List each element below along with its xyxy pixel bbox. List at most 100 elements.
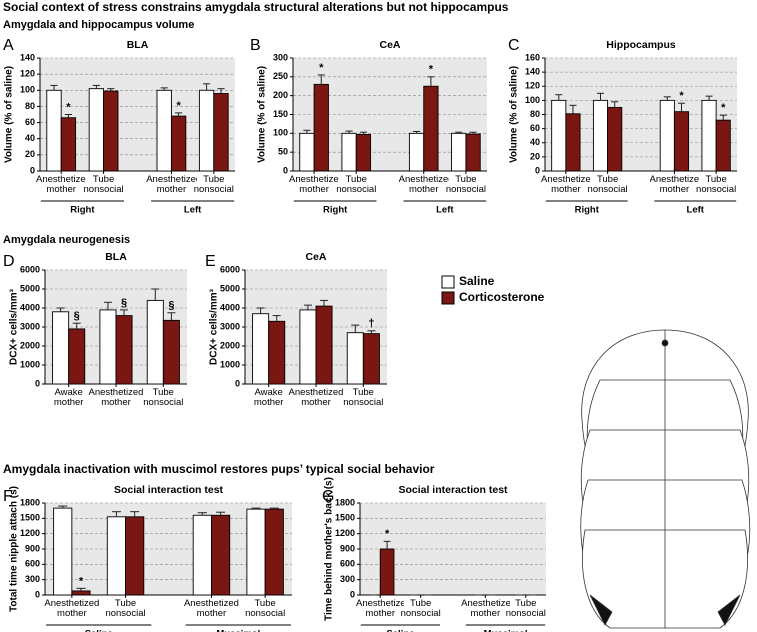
x-tick-label: Anesthetized mother (146, 175, 197, 195)
bar (115, 315, 133, 385)
y-tick-label: 3000 (220, 321, 240, 331)
bar (299, 132, 315, 172)
bar (315, 305, 333, 385)
legend-label: Saline (459, 274, 495, 288)
bar (252, 313, 270, 385)
x-tick-label: Anesthetized mother (356, 599, 405, 619)
bar (170, 115, 187, 172)
y-tick-label: 160 (525, 52, 540, 62)
y-tick-label: 140 (525, 67, 540, 77)
x-tick-label: Tube nonsocial (400, 599, 441, 619)
bar (673, 111, 690, 172)
y-axis-label: Volume (% of saline) (509, 66, 520, 163)
figure-title: Social context of stress constrains amyg… (3, 0, 509, 14)
bar (355, 134, 372, 172)
y-tick-label: 900 (25, 543, 40, 553)
x-tick-label-box: Anesthetized mother (541, 175, 591, 195)
y-tick-label: 900 (340, 543, 355, 553)
y-tick-label: 120 (20, 69, 35, 79)
significance-marker: † (368, 318, 374, 330)
bar (408, 132, 425, 172)
group-label: Left (184, 205, 202, 216)
bar (379, 548, 395, 596)
x-tick-label-box: Anesthetized mother (36, 175, 86, 195)
x-tick-label-box: Tube nonsocial (83, 175, 124, 195)
group-label: Saline (85, 629, 113, 632)
panel-letter: B (250, 37, 261, 54)
x-tick-label-box: Awake mother (253, 388, 284, 408)
bar (71, 590, 91, 596)
bar (423, 85, 439, 172)
bar (362, 333, 380, 385)
legend-swatch (441, 275, 455, 289)
y-tick-label: 1800 (20, 497, 40, 507)
bar (264, 508, 284, 596)
panel-letter: E (205, 253, 216, 270)
bar (565, 113, 581, 172)
x-tick-label-box: Anesthetized mother (183, 599, 239, 619)
bar (341, 132, 357, 172)
y-tick-label: 50 (278, 147, 288, 157)
bar (213, 93, 229, 172)
y-tick-label: 2000 (220, 340, 240, 350)
y-tick-label: 60 (25, 117, 35, 127)
x-tick-label: Tube nonsocial (587, 175, 628, 195)
x-tick-label: Anesthetized mother (398, 175, 449, 195)
group-label: Right (70, 205, 95, 216)
x-tick-label: Anesthetized mother (88, 388, 144, 408)
x-tick-label: Tube nonsocial (83, 175, 124, 195)
x-tick-label: Tube nonsocial (445, 175, 486, 195)
y-axis-label: DCX+ cells/mm³ (9, 288, 20, 365)
y-tick-label: 1000 (20, 359, 40, 369)
bar (46, 89, 62, 172)
significance-marker: § (121, 297, 127, 309)
x-tick-label: Tube nonsocial (143, 388, 184, 408)
x-tick-label-box: Tube nonsocial (143, 388, 184, 408)
panel-letter: F (3, 488, 13, 505)
x-tick-label-box: Anesthetized mother (44, 599, 99, 619)
y-tick-label: 0 (283, 165, 288, 175)
y-tick-label: 200 (273, 90, 288, 100)
ventricle (661, 339, 669, 347)
y-tick-label: 40 (530, 137, 540, 147)
y-tick-label: 40 (25, 133, 35, 143)
y-axis-label: Volume (% of saline) (257, 66, 268, 163)
significance-marker: * (679, 90, 684, 102)
panel-letter: D (3, 253, 15, 270)
x-tick-label-box: Anesthetized mother (649, 175, 700, 195)
bar (99, 309, 117, 385)
legend-label: Corticosterone (459, 290, 545, 304)
significance-marker: § (74, 310, 80, 322)
panel-letter: G (322, 488, 334, 505)
x-tick-label-box: Tube nonsocial (336, 175, 376, 195)
chart-title: Hippocampus (606, 39, 676, 51)
y-tick-label: 20 (25, 149, 35, 159)
x-tick-label: Anesthetized mother (183, 599, 239, 619)
bar (125, 516, 145, 596)
bar (607, 106, 623, 172)
section-heading: Amygdala and hippocampus volume (3, 19, 194, 31)
y-tick-label: 4000 (220, 302, 240, 312)
x-tick-label: Anesthetized mother (649, 175, 700, 195)
y-tick-label: 5000 (220, 283, 240, 293)
section-heading: Amygdala inactivation with muscimol rest… (3, 462, 435, 476)
x-tick-label-box: Anesthetized mother (289, 175, 339, 195)
y-tick-label: 300 (25, 574, 40, 584)
bar (198, 89, 215, 172)
x-tick-label: Awake mother (253, 388, 284, 408)
panel-letter: C (508, 37, 520, 54)
y-tick-label: 140 (20, 52, 35, 62)
x-tick-label-box: Tube nonsocial (506, 599, 546, 619)
bar (268, 320, 286, 385)
y-tick-label: 0 (35, 378, 40, 388)
y-tick-label: 250 (273, 71, 288, 81)
significance-marker: § (168, 300, 174, 312)
y-tick-label: 100 (20, 85, 35, 95)
y-tick-label: 1500 (335, 513, 355, 523)
bar (146, 299, 164, 385)
y-tick-label: 0 (30, 165, 35, 175)
y-tick-label: 3000 (20, 321, 40, 331)
x-tick-label: Tube nonsocial (193, 175, 234, 195)
y-tick-label: 100 (525, 95, 540, 105)
